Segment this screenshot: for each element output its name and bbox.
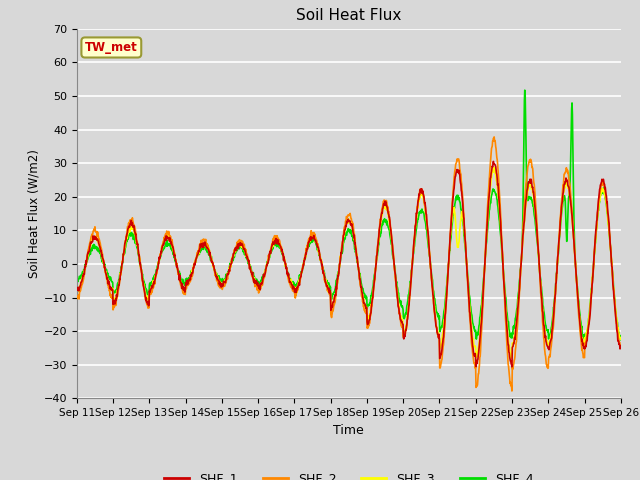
SHF_4 [433,310,441,315]
SHF_2 [255,290,262,296]
SHF_3 [180,287,188,293]
SHF_3 [505,339,513,345]
SHF_1 [194,252,202,257]
Title: Soil Heat Flux: Soil Heat Flux [296,9,401,24]
SHF_4 [521,87,529,93]
SHF_3 [508,355,515,361]
SHF_1 [553,270,561,276]
SHF_3 [194,252,202,258]
Y-axis label: Soil Heat Flux (W/m2): Soil Heat Flux (W/m2) [28,149,41,278]
SHF_4 [617,337,625,343]
SHF_4 [553,271,561,276]
SHF_1 [617,344,625,349]
SHF_3 [617,335,625,341]
SHF_1 [180,287,188,292]
SHF_3 [490,165,498,170]
SHF_2 [505,363,513,369]
SHF_3 [73,289,81,295]
SHF_1 [505,342,513,348]
SHF_1 [433,329,441,335]
SHF_2 [617,342,625,348]
SHF_2 [433,329,441,335]
SHF_4 [194,252,202,258]
SHF_1 [508,364,516,370]
SHF_3 [255,285,262,290]
SHF_4 [504,319,512,324]
SHF_2 [508,388,516,394]
SHF_2 [194,249,202,254]
SHF_1 [490,158,497,164]
SHF_3 [433,326,441,332]
SHF_4 [73,277,81,283]
SHF_1 [255,283,262,289]
SHF_2 [180,290,188,296]
Text: TW_met: TW_met [85,41,138,54]
Line: SHF_2: SHF_2 [77,137,621,391]
X-axis label: Time: Time [333,424,364,437]
Legend: SHF_1, SHF_2, SHF_3, SHF_4: SHF_1, SHF_2, SHF_3, SHF_4 [159,468,538,480]
SHF_3 [553,267,561,273]
Line: SHF_1: SHF_1 [77,161,621,367]
SHF_4 [180,282,188,288]
SHF_4 [255,283,262,288]
SHF_1 [73,286,81,291]
SHF_2 [73,295,81,300]
Line: SHF_4: SHF_4 [77,90,621,340]
SHF_2 [490,134,498,140]
SHF_2 [553,268,561,274]
Line: SHF_3: SHF_3 [77,168,621,358]
